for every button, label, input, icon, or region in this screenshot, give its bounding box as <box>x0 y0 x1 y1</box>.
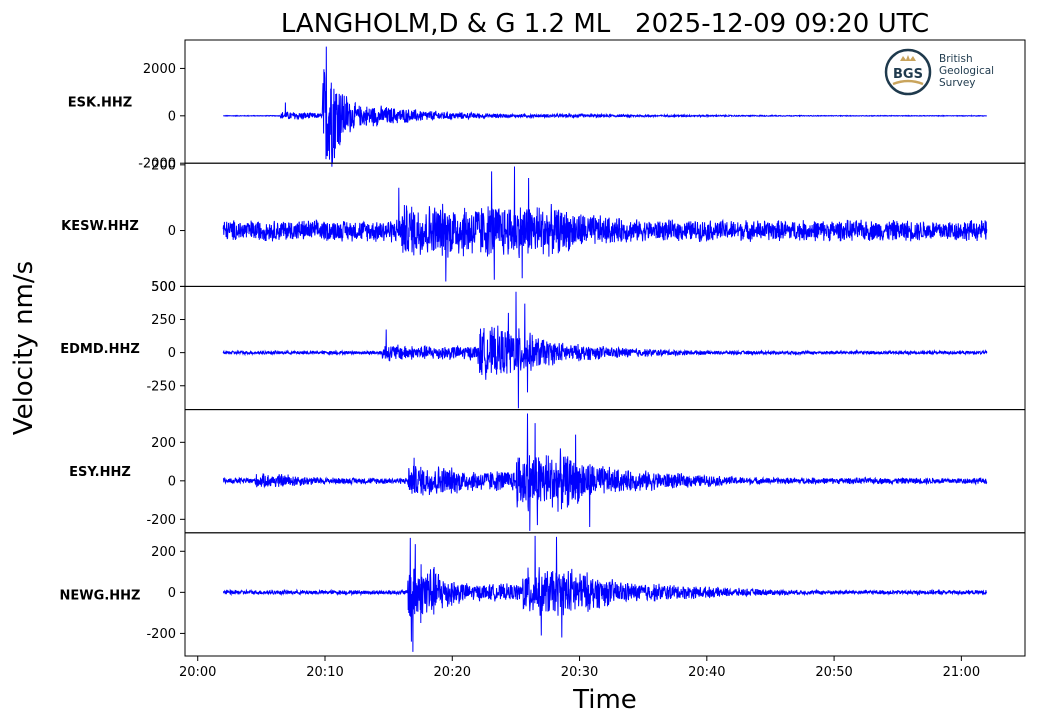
waveform-trace <box>222 413 988 531</box>
y-tick-label: 0 <box>168 224 176 239</box>
chart-title: LANGHOLM,D & G 1.2 ML 2025-12-09 09:20 U… <box>281 9 929 39</box>
y-tick-label: 200 <box>151 545 176 560</box>
x-tick-label: 20:50 <box>815 665 852 680</box>
y-tick-label: -200 <box>146 627 176 642</box>
y-tick-label: 0 <box>168 586 176 601</box>
y-tick-label: 200 <box>151 158 176 173</box>
y-tick-label: 2000 <box>143 62 176 77</box>
station-label: ESY.HHZ <box>69 465 131 480</box>
panel-esk-hhz: ESK.HHZ 2000 0 -2000 <box>68 39 1026 172</box>
y-tick-label: 0 <box>168 474 176 489</box>
bgs-logo: BGS British Geological Survey <box>884 48 994 96</box>
station-label: NEWG.HHZ <box>60 588 141 603</box>
bgs-logo-line-1: British <box>939 53 973 65</box>
station-label: KESW.HHZ <box>61 219 139 234</box>
x-tick-label: 20:00 <box>179 665 216 680</box>
x-tick-label: 20:30 <box>561 665 598 680</box>
x-axis-title: Time <box>572 685 637 715</box>
bgs-logo-line-2: Geological <box>939 65 994 77</box>
panel-frame <box>184 532 1026 657</box>
station-panels: ESK.HHZ20000-2000KESW.HHZ2000500EDMD.HHZ… <box>60 39 1026 657</box>
x-tick-label: 20:40 <box>688 665 725 680</box>
panel-newg-hhz: NEWG.HHZ 200 0 -200 <box>60 532 1026 657</box>
bgs-logo-wave-icon <box>892 79 924 86</box>
bgs-logo-line-3: Survey <box>939 77 976 89</box>
x-axis: 20:00 20:10 20:20 20:30 20:40 20:50 21:00 <box>179 656 980 680</box>
station-label: EDMD.HHZ <box>60 342 140 357</box>
bgs-logo-mark: BGS <box>893 67 923 82</box>
waveform-trace <box>222 166 988 282</box>
y-axis-title: Velocity nm/s <box>9 261 39 435</box>
panel-frame <box>184 285 1026 411</box>
x-tick-label: 20:10 <box>306 665 343 680</box>
y-tick-label: 0 <box>168 346 176 361</box>
waveform-trace <box>223 535 988 652</box>
y-tick-label: 250 <box>151 313 176 328</box>
station-label: ESK.HHZ <box>68 96 132 111</box>
waveform-trace <box>223 46 987 167</box>
y-tick-label: 500 <box>151 280 176 295</box>
y-tick-label: 500 <box>151 280 176 295</box>
x-tick-label: 21:00 <box>943 665 980 680</box>
y-tick-label: 0 <box>168 109 176 124</box>
y-tick-label: -250 <box>146 379 176 394</box>
bgs-logo-crown-icon <box>900 55 916 61</box>
panel-esy-hhz: ESY.HHZ 200 0 -200 <box>69 409 1026 534</box>
y-tick-label: 200 <box>151 436 176 451</box>
x-tick-label: 20:20 <box>434 665 471 680</box>
panel-kesw-hhz: KESW.HHZ 200 0 500 <box>61 158 1026 295</box>
y-tick-label: -2000 <box>138 157 176 172</box>
y-tick-label: -200 <box>146 513 176 528</box>
panel-edmd-hhz: EDMD.HHZ 500 250 0 -250 <box>60 280 1026 411</box>
waveform-trace <box>222 291 988 409</box>
